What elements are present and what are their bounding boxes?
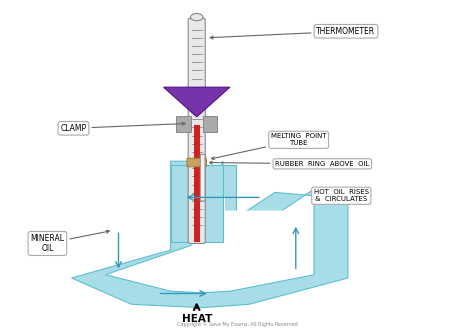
Text: HOT  OIL  RISES
&  CIRCULATES: HOT OIL RISES & CIRCULATES [314, 189, 369, 202]
Text: MELTING  POINT
TUBE: MELTING POINT TUBE [211, 133, 327, 160]
Polygon shape [72, 161, 348, 308]
Polygon shape [118, 211, 296, 283]
Text: THERMOMETER: THERMOMETER [210, 27, 375, 39]
FancyBboxPatch shape [188, 18, 205, 243]
Text: CLAMP: CLAMP [60, 122, 185, 133]
Text: RUBBER  RING  ABOVE  OIL: RUBBER RING ABOVE OIL [210, 161, 370, 167]
Text: MINERAL
OIL: MINERAL OIL [30, 230, 109, 253]
FancyBboxPatch shape [187, 158, 206, 167]
FancyBboxPatch shape [171, 164, 236, 242]
Text: Copyright © Save My Exams, All Rights Reserved: Copyright © Save My Exams, All Rights Re… [177, 322, 297, 327]
Text: HEAT: HEAT [182, 314, 212, 324]
FancyBboxPatch shape [203, 116, 217, 132]
FancyBboxPatch shape [200, 154, 205, 201]
Ellipse shape [191, 13, 203, 21]
FancyBboxPatch shape [195, 196, 226, 242]
FancyBboxPatch shape [171, 164, 223, 242]
FancyBboxPatch shape [176, 116, 191, 132]
Polygon shape [164, 87, 230, 117]
FancyBboxPatch shape [193, 125, 200, 242]
